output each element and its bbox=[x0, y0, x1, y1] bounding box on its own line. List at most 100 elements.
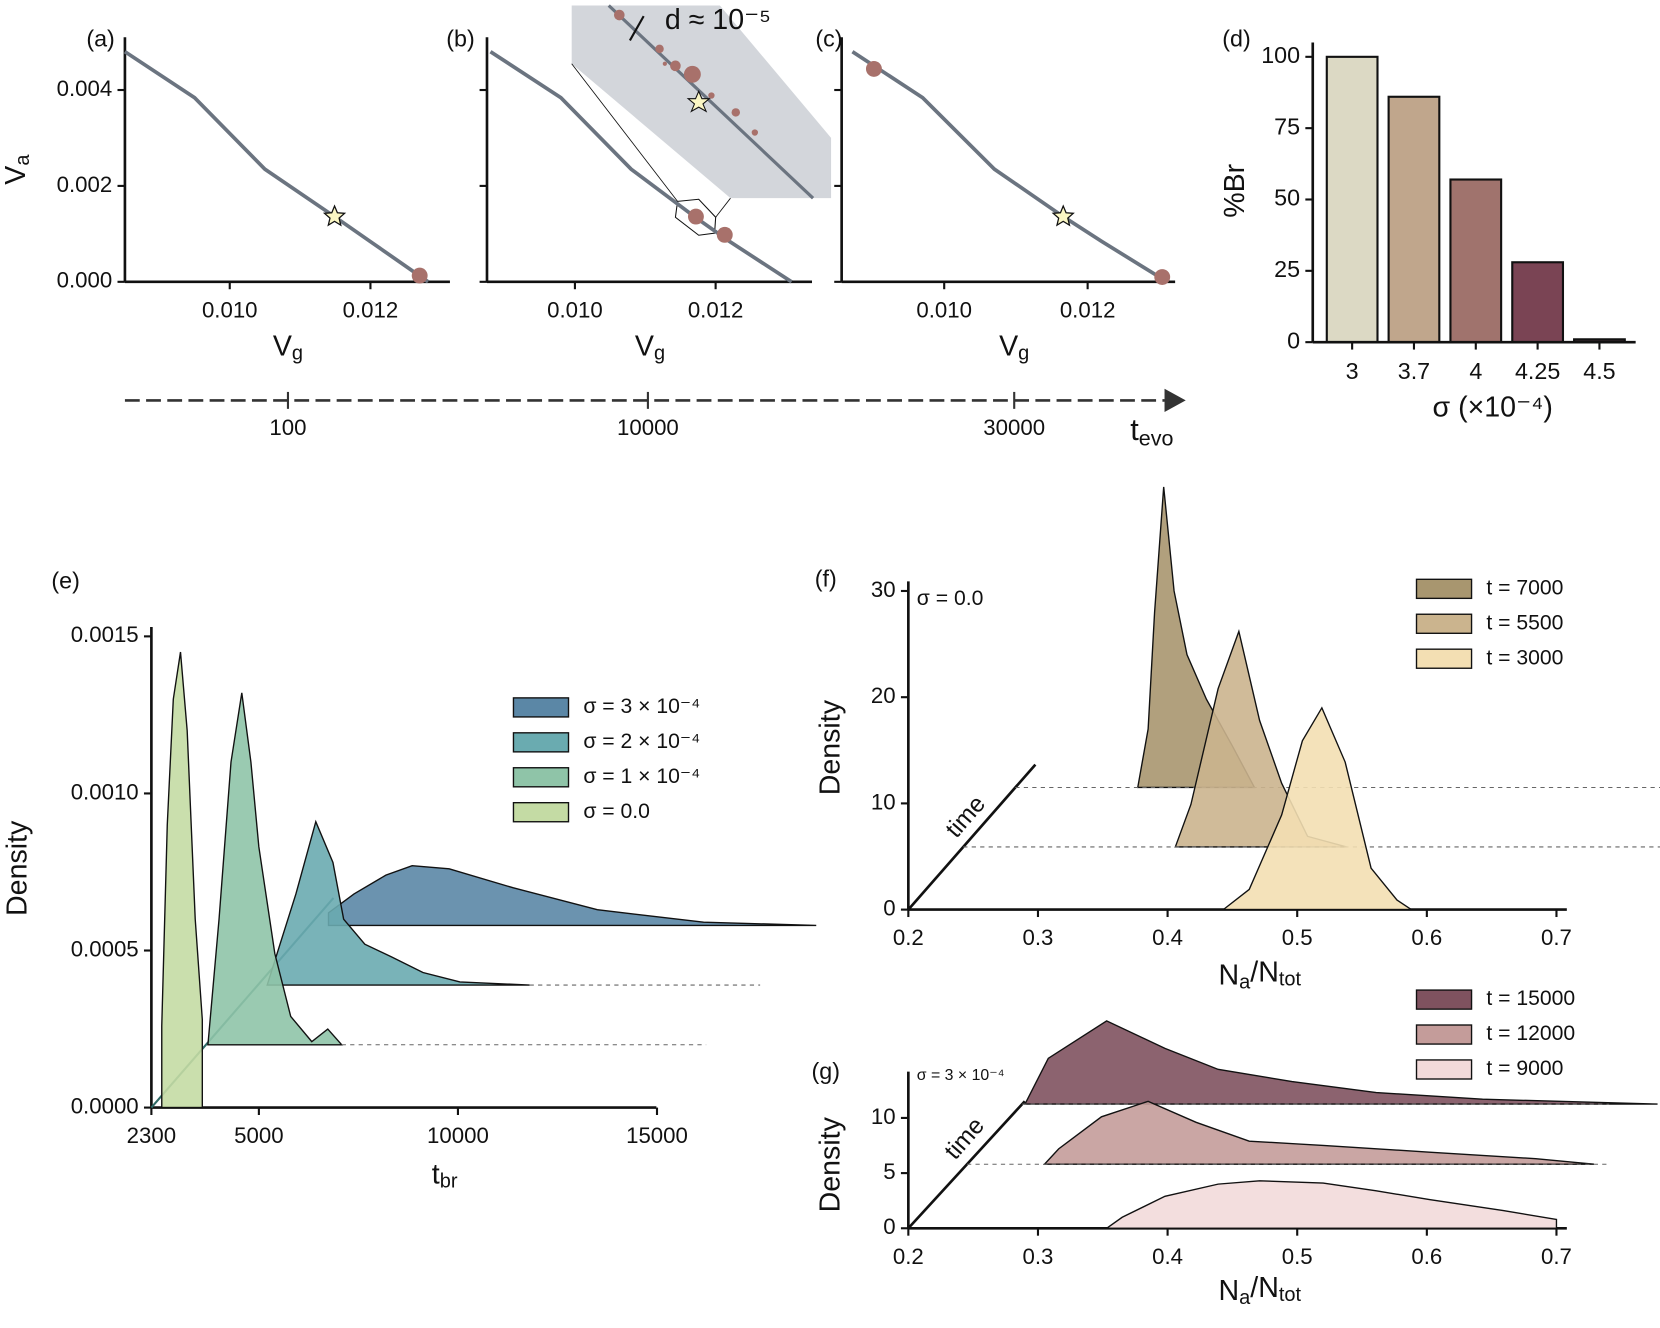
x-axis-label-part: g bbox=[654, 343, 665, 365]
panel-label: (a) bbox=[86, 26, 114, 52]
inset-dot bbox=[731, 108, 741, 117]
panel-label: (b) bbox=[446, 26, 474, 52]
bar bbox=[1511, 261, 1565, 344]
legend-label: t = 9000 bbox=[1486, 1057, 1563, 1080]
annotation: σ = 3 × 10⁻⁴ bbox=[917, 1067, 1005, 1084]
x-axis-label: Na/Ntot bbox=[1219, 956, 1302, 994]
density bbox=[327, 864, 817, 927]
time-tick-label: 30000 bbox=[983, 415, 1045, 440]
time-arrow bbox=[1164, 388, 1186, 413]
y-tick-label: 10 bbox=[871, 1104, 896, 1129]
legend-label: t = 5500 bbox=[1486, 611, 1563, 634]
panel-label: (d) bbox=[1222, 26, 1250, 52]
x-tick-label: 4.25 bbox=[1515, 358, 1560, 384]
legend-swatch bbox=[1415, 1024, 1473, 1045]
x-tick-label: 0.012 bbox=[343, 297, 399, 322]
y-tick-label: 0 bbox=[1287, 327, 1300, 353]
point bbox=[865, 60, 882, 77]
x-tick-label: 0.7 bbox=[1541, 1244, 1572, 1269]
y-tick-label: 0.004 bbox=[57, 76, 113, 101]
x-tick-label: 0.010 bbox=[547, 297, 603, 322]
legend-swatch bbox=[1415, 989, 1473, 1010]
legend-swatch bbox=[1415, 1059, 1473, 1080]
x-tick-label: 0.5 bbox=[1282, 1244, 1313, 1269]
inset-dot bbox=[655, 44, 664, 54]
zoom-line bbox=[571, 63, 678, 202]
x-axis-label-part: g bbox=[292, 343, 303, 365]
legend-label: t = 3000 bbox=[1486, 646, 1563, 669]
y-tick-label: 75 bbox=[1274, 113, 1300, 139]
x-axis-label-part: V bbox=[999, 330, 1018, 362]
x-axis-label: Vg bbox=[999, 330, 1029, 365]
annotation: σ = 0.0 bbox=[917, 587, 984, 610]
x-axis-label: Vg bbox=[635, 330, 665, 365]
legend-swatch bbox=[1415, 648, 1473, 669]
time-tick-label: 10000 bbox=[617, 415, 679, 440]
x-tick-label: 2300 bbox=[127, 1123, 176, 1148]
inset-dot bbox=[708, 92, 715, 99]
y-tick-label: 0.0015 bbox=[71, 622, 139, 647]
legend-swatch bbox=[512, 767, 570, 788]
legend-swatch bbox=[512, 801, 570, 823]
x-tick-label: 3.7 bbox=[1398, 358, 1430, 384]
depth-axis-label: time bbox=[939, 1112, 990, 1164]
point bbox=[1154, 269, 1171, 285]
x-tick-label: 0.6 bbox=[1411, 925, 1442, 950]
x-axis-label-part: br bbox=[440, 1171, 458, 1193]
depth-axis bbox=[907, 1100, 1026, 1230]
x-axis-label: tbr bbox=[432, 1158, 458, 1193]
time-axis-label-part: t bbox=[1130, 412, 1139, 447]
inset-dot bbox=[670, 60, 681, 72]
panel-label: (f) bbox=[815, 566, 837, 592]
point bbox=[716, 226, 733, 243]
curve bbox=[489, 50, 793, 284]
legend-swatch bbox=[512, 732, 570, 753]
x-tick-label: 0.7 bbox=[1541, 925, 1572, 950]
y-tick-label: 100 bbox=[1261, 42, 1300, 68]
x-tick-label: 4.5 bbox=[1583, 358, 1615, 384]
y-axis-label-part: a bbox=[12, 154, 34, 166]
star-marker bbox=[322, 204, 347, 227]
bar bbox=[1387, 95, 1441, 344]
y-tick-label: 0.000 bbox=[57, 268, 113, 293]
x-tick-label: 0.6 bbox=[1411, 1244, 1442, 1269]
x-tick-label: 3 bbox=[1346, 358, 1359, 384]
x-tick-label: 0.012 bbox=[1060, 297, 1116, 322]
y-tick-label: 0 bbox=[883, 895, 895, 920]
y-tick-label: 50 bbox=[1274, 185, 1300, 211]
x-tick-label: 0.3 bbox=[1023, 925, 1054, 950]
panel-label: (g) bbox=[812, 1058, 840, 1084]
zoom-line bbox=[715, 197, 731, 218]
x-axis-label-part: N bbox=[1219, 1274, 1240, 1306]
inset-dot bbox=[662, 61, 667, 66]
density bbox=[266, 819, 530, 986]
x-axis-label: Na/Ntot bbox=[1219, 1271, 1302, 1309]
x-tick-label: 0.2 bbox=[893, 925, 924, 950]
density bbox=[1221, 706, 1414, 911]
x-axis-label-part: a bbox=[1239, 1287, 1251, 1309]
point bbox=[411, 267, 428, 284]
x-axis-label-part: V bbox=[635, 330, 654, 362]
x-axis-label: Vg bbox=[273, 330, 303, 365]
x-tick-label: 0.010 bbox=[916, 297, 972, 322]
density bbox=[1042, 1100, 1595, 1165]
legend-label: σ = 2 × 10⁻⁴ bbox=[583, 730, 700, 753]
density bbox=[1023, 1020, 1658, 1105]
x-tick-label: 0.5 bbox=[1282, 925, 1313, 950]
density bbox=[161, 651, 204, 1109]
inset-dot bbox=[751, 129, 759, 136]
x-axis-label-part: /N bbox=[1250, 956, 1279, 988]
y-tick-label: 0.0005 bbox=[71, 936, 139, 961]
legend-label: σ = 3 × 10⁻⁴ bbox=[583, 695, 700, 718]
y-tick-label: 25 bbox=[1274, 256, 1300, 282]
x-axis-label-part: a bbox=[1239, 972, 1251, 994]
x-tick-label: 5000 bbox=[234, 1123, 283, 1148]
y-axis-label: Density bbox=[815, 699, 847, 795]
legend-swatch bbox=[1415, 613, 1473, 634]
y-tick-label: 0 bbox=[883, 1214, 895, 1239]
x-tick-label: 0.4 bbox=[1152, 1244, 1183, 1269]
y-tick-label: 0.0010 bbox=[71, 779, 139, 804]
distance-bar bbox=[628, 15, 645, 41]
inset-curve bbox=[607, 4, 815, 200]
